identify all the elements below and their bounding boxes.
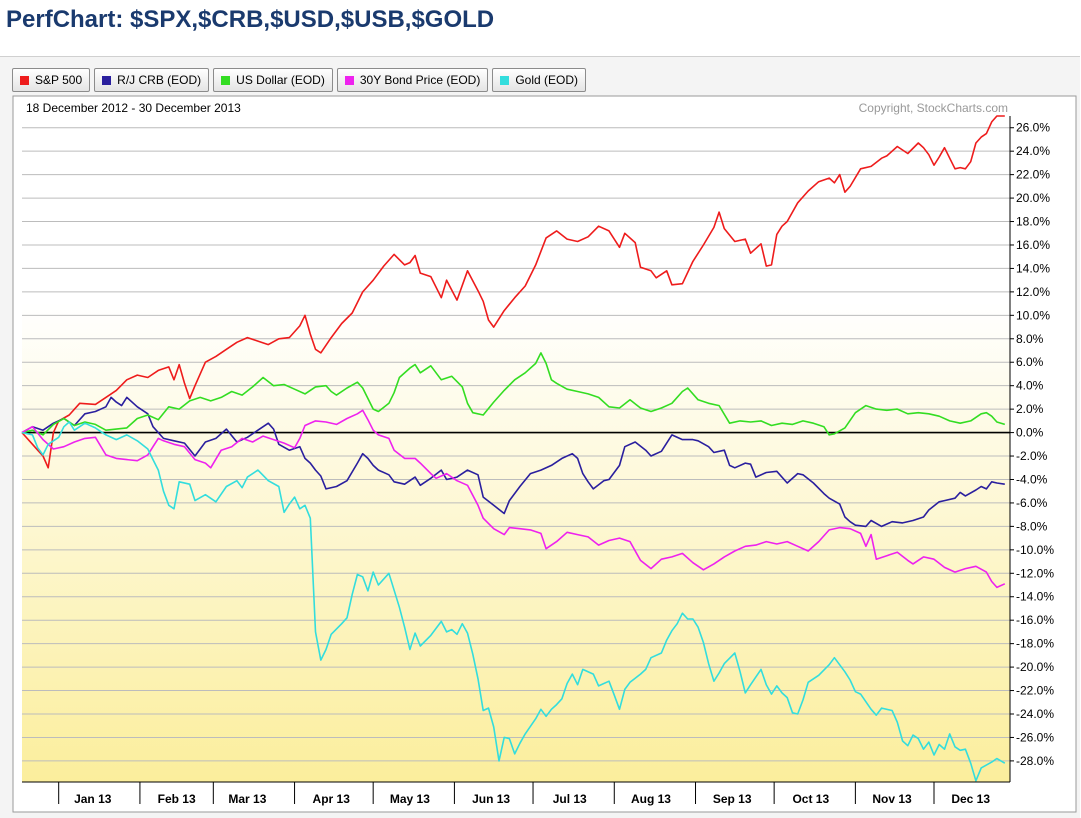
y-tick-label: 10.0% — [1016, 308, 1050, 322]
series-lines — [21, 115, 1006, 782]
y-tick-label: 0.0% — [1016, 426, 1044, 440]
legend-label-usb: 30Y Bond Price (EOD) — [359, 73, 481, 87]
y-tick-label: 12.0% — [1016, 285, 1050, 299]
legend-item-gold[interactable]: Gold (EOD) — [492, 68, 587, 92]
legend-label-spx: S&P 500 — [35, 73, 83, 87]
plot-area — [22, 116, 1010, 782]
grid-lines — [22, 127, 1010, 762]
legend-label-gold: Gold (EOD) — [515, 73, 579, 87]
legend-swatch-spx — [20, 75, 29, 85]
page-title: PerfChart: $SPX,$CRB,$USD,$USB,$GOLD — [6, 6, 495, 33]
y-tick-label: 22.0% — [1016, 168, 1050, 182]
x-tick-label: Aug 13 — [631, 792, 671, 806]
series-line-us-dollar-eod — [21, 352, 1006, 436]
y-tick-label: -26.0% — [1016, 730, 1054, 744]
date-range: 18 December 2012 - 30 December 2013 — [26, 101, 241, 115]
y-tick-label: -22.0% — [1016, 684, 1054, 698]
y-tick-label: 6.0% — [1016, 355, 1044, 369]
y-tick-label: -14.0% — [1016, 590, 1054, 604]
y-tick-label: 16.0% — [1016, 238, 1050, 252]
x-tick-label: Oct 13 — [792, 792, 829, 806]
x-tick-label: Sep 13 — [713, 792, 752, 806]
y-tick-label: -10.0% — [1016, 543, 1054, 557]
legend: S&P 500 R/J CRB (EOD) US Dollar (EOD) 30… — [12, 68, 587, 92]
y-tick-label: 24.0% — [1016, 144, 1050, 158]
y-tick-label: 2.0% — [1016, 402, 1044, 416]
x-tick-label: May 13 — [390, 792, 430, 806]
series-line-30y-bond-price-eod — [21, 409, 1006, 589]
x-tick-label: Mar 13 — [228, 792, 266, 806]
y-tick-label: -4.0% — [1016, 472, 1048, 486]
legend-item-usb[interactable]: 30Y Bond Price (EOD) — [336, 68, 489, 92]
legend-label-usd: US Dollar (EOD) — [236, 73, 325, 87]
y-tick-label: -8.0% — [1016, 519, 1048, 533]
y-tick-label: -24.0% — [1016, 707, 1054, 721]
legend-item-crb[interactable]: R/J CRB (EOD) — [94, 68, 210, 92]
y-tick-label: -18.0% — [1016, 637, 1054, 651]
y-tick-label: -28.0% — [1016, 754, 1054, 768]
legend-item-usd[interactable]: US Dollar (EOD) — [213, 68, 333, 92]
y-tick-label: 8.0% — [1016, 332, 1044, 346]
y-tick-label: -2.0% — [1016, 449, 1048, 463]
legend-swatch-gold — [500, 75, 510, 85]
legend-item-spx[interactable]: S&P 500 — [12, 68, 91, 92]
x-tick-label: Feb 13 — [158, 792, 196, 806]
x-tick-label: Jun 13 — [472, 792, 510, 806]
legend-swatch-usd — [221, 75, 231, 85]
x-tick-label: Dec 13 — [951, 792, 990, 806]
y-tick-label: -20.0% — [1016, 660, 1054, 674]
series-line-gold-eod — [21, 421, 1006, 782]
x-tick-label: Jan 13 — [74, 792, 112, 806]
y-axis: 26.0% 24.0% 22.0% 20.0% 18.0% 16.0% 14.0% 12.0%… — [1010, 121, 1054, 768]
y-tick-label: 18.0% — [1016, 215, 1050, 229]
x-tick-label: Apr 13 — [313, 792, 351, 806]
y-tick-label: -12.0% — [1016, 566, 1054, 580]
y-tick-label: -16.0% — [1016, 613, 1054, 627]
legend-swatch-usb — [344, 75, 354, 85]
y-tick-label: 26.0% — [1016, 121, 1050, 135]
series-line-s-p-500 — [21, 115, 1005, 469]
legend-label-crb: R/J CRB (EOD) — [117, 73, 202, 87]
y-tick-label: 20.0% — [1016, 191, 1050, 205]
y-tick-label: 14.0% — [1016, 261, 1050, 275]
x-axis: Jan 13 Feb 13 Mar 13 Apr 13 May 13 Jun 13 Jul … — [58, 782, 990, 806]
y-tick-label: -6.0% — [1016, 496, 1048, 510]
legend-swatch-crb — [102, 75, 112, 85]
x-tick-label: Jul 13 — [553, 792, 587, 806]
y-tick-label: 4.0% — [1016, 379, 1044, 393]
series-line-r-j-crb-eod — [21, 396, 1005, 528]
x-tick-label: Nov 13 — [872, 792, 912, 806]
copyright: Copyright, StockCharts.com — [859, 101, 1008, 115]
